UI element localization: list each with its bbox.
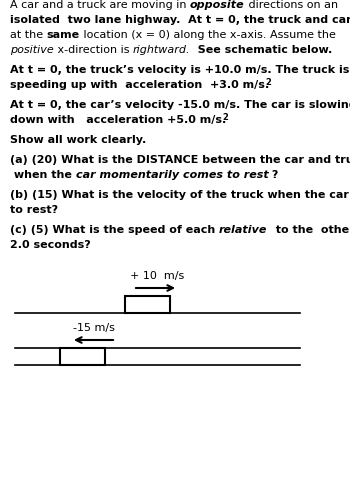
Text: A car and a truck are moving in: A car and a truck are moving in <box>10 0 190 10</box>
Text: relative: relative <box>219 225 267 235</box>
Bar <box>60 348 105 365</box>
Text: At t = 0, the truck’s velocity is +10.0 m/s. The truck is: At t = 0, the truck’s velocity is +10.0 … <box>10 65 349 75</box>
Text: 2: 2 <box>222 113 228 122</box>
Bar <box>125 296 170 313</box>
Text: .: . <box>265 80 269 90</box>
Text: At t = 0, the car’s velocity -15.0 m/s. The car is slowing: At t = 0, the car’s velocity -15.0 m/s. … <box>10 100 350 110</box>
Text: + 10  m/s: + 10 m/s <box>130 271 184 281</box>
Text: same: same <box>47 30 80 40</box>
Text: positive: positive <box>10 45 54 55</box>
Text: directions on an: directions on an <box>245 0 338 10</box>
Text: -15 m/s: -15 m/s <box>73 323 115 333</box>
Text: rightward.: rightward. <box>133 45 190 55</box>
Text: 2.0 seconds?: 2.0 seconds? <box>10 240 91 250</box>
Text: location (x = 0) along the x-axis. Assume the: location (x = 0) along the x-axis. Assum… <box>80 30 336 40</box>
Text: down with   acceleration +5.0 m/s: down with acceleration +5.0 m/s <box>10 115 222 125</box>
Text: 2: 2 <box>265 78 271 87</box>
Text: See schematic below.: See schematic below. <box>190 45 332 55</box>
Text: car momentarily comes to rest: car momentarily comes to rest <box>76 170 268 180</box>
Text: x-direction is: x-direction is <box>54 45 133 55</box>
Text: ?: ? <box>268 170 279 180</box>
Text: to rest?: to rest? <box>10 205 58 215</box>
Text: when the: when the <box>10 170 76 180</box>
Text: (a) (20) What is the DISTANCE between the car and truck: (a) (20) What is the DISTANCE between th… <box>10 155 350 165</box>
Text: to the  other at t =: to the other at t = <box>267 225 350 235</box>
Text: .: . <box>222 115 226 125</box>
Text: (c) (5) What is the speed of each: (c) (5) What is the speed of each <box>10 225 219 235</box>
Text: opposite: opposite <box>190 0 245 10</box>
Text: speeding up with  acceleration  +3.0 m/s: speeding up with acceleration +3.0 m/s <box>10 80 265 90</box>
Text: Show all work clearly.: Show all work clearly. <box>10 135 146 145</box>
Text: (b) (15) What is the velocity of the truck when the car comes: (b) (15) What is the velocity of the tru… <box>10 190 350 200</box>
Text: isolated  two lane highway.  At t = 0, the truck and car are: isolated two lane highway. At t = 0, the… <box>10 15 350 25</box>
Text: at the: at the <box>10 30 47 40</box>
